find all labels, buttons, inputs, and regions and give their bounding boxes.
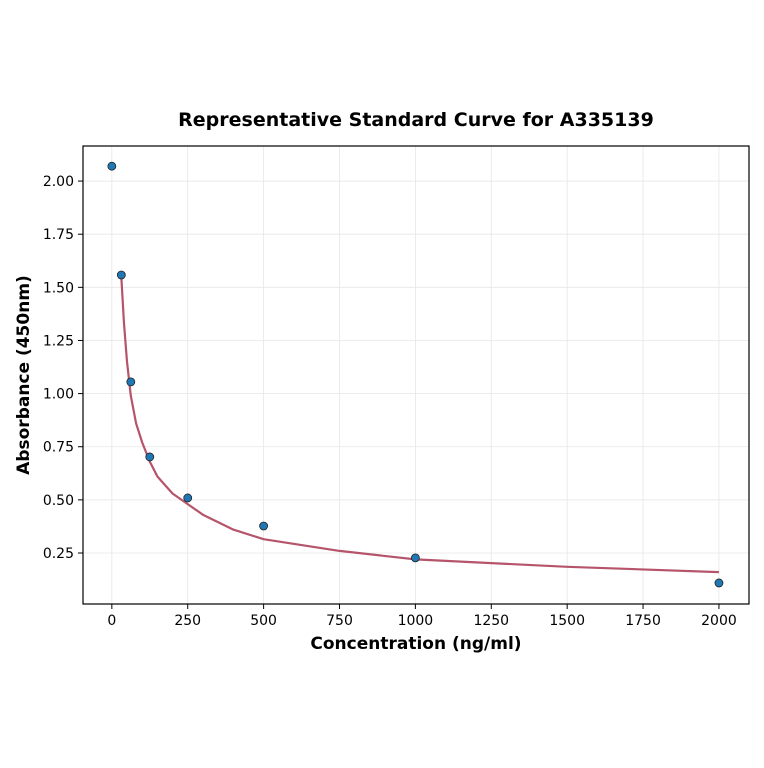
y-tick-label: 1.00 — [43, 387, 74, 403]
chart-title: Representative Standard Curve for A33513… — [178, 109, 654, 131]
data-point — [410, 553, 420, 563]
data-points — [107, 161, 724, 588]
x-tick-label: 1250 — [473, 613, 509, 629]
y-tick-label: 0.75 — [43, 440, 74, 456]
y-tick-label: 0.25 — [43, 546, 74, 562]
y-axis-label: Absorbance (450nm) — [14, 275, 34, 475]
data-point — [145, 452, 155, 462]
x-tick-label: 750 — [326, 613, 353, 629]
data-point — [126, 377, 136, 387]
x-tick-label: 1750 — [625, 613, 661, 629]
data-point — [107, 161, 117, 171]
x-tick-label: 2000 — [701, 613, 737, 629]
y-tick-label: 1.25 — [43, 333, 74, 349]
x-axis-label: Concentration (ng/ml) — [310, 634, 521, 654]
fit-curve-group — [120, 276, 719, 574]
data-point — [714, 578, 724, 588]
y-tick-label: 1.75 — [43, 227, 74, 243]
y-tick-label: 2.00 — [43, 174, 74, 190]
x-tick-label: 1000 — [398, 613, 434, 629]
x-tick-label: 250 — [174, 613, 201, 629]
plot-frame — [82, 145, 750, 605]
grid — [83, 146, 749, 604]
y-tick-label: 0.50 — [43, 493, 74, 509]
x-tick-label: 0 — [107, 613, 116, 629]
fit-curve-line — [120, 276, 719, 574]
x-tick-label: 1500 — [549, 613, 585, 629]
axis-ticks: 0 250 500 750 1000 1250 1500 1750 2000 0.25 0.50 0.… — [43, 174, 737, 629]
data-point — [116, 270, 126, 280]
y-tick-label: 1.50 — [43, 280, 74, 296]
x-tick-label: 500 — [250, 613, 277, 629]
data-point — [183, 493, 193, 503]
data-point — [259, 521, 269, 531]
